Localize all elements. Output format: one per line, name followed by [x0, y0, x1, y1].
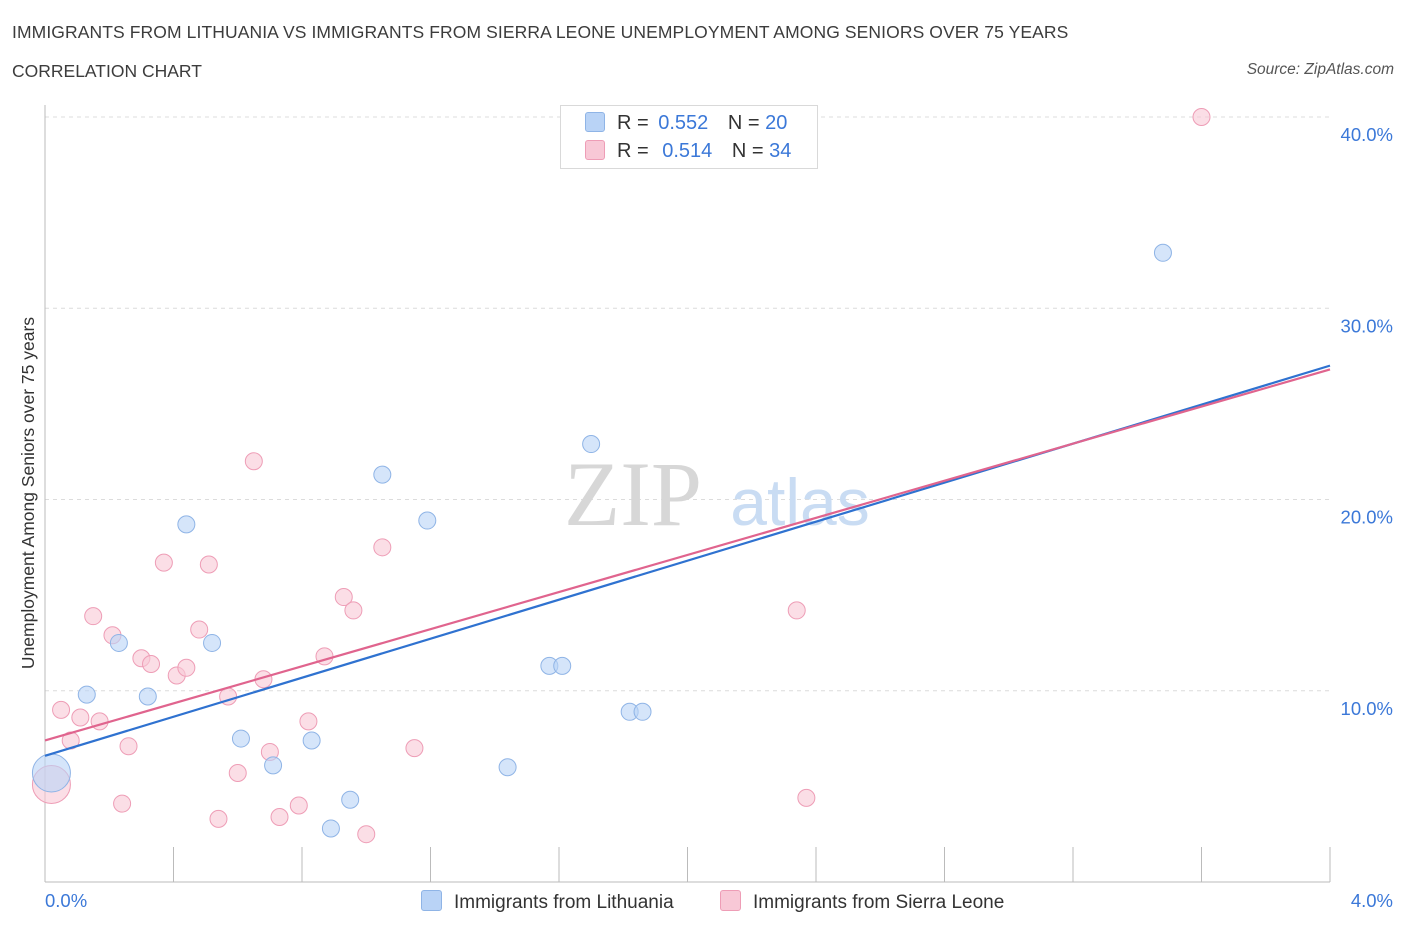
series-legend: Immigrants from Lithuania Immigrants fro…: [0, 890, 1406, 916]
point-lithuania: [77, 685, 96, 704]
point-sierra-leone: [119, 737, 138, 756]
point-sierra-leone: [270, 807, 289, 826]
point-lithuania: [109, 633, 128, 652]
point-sierra-leone: [154, 553, 173, 572]
legend-item-lithuania: Immigrants from Lithuania: [421, 890, 674, 914]
point-sierra-leone: [289, 796, 308, 815]
trend-lines: [44, 364, 1331, 757]
legend-swatch-pink: [585, 140, 605, 160]
point-lithuania: [264, 756, 283, 775]
axes: [44, 105, 1331, 883]
y-tick-label: 30.0%: [1341, 315, 1393, 336]
point-lithuania: [31, 753, 71, 793]
point-sierra-leone: [405, 739, 424, 758]
point-lithuania: [321, 819, 340, 838]
point-sierra-leone: [71, 708, 90, 727]
point-sierra-leone: [142, 654, 161, 673]
point-sierra-leone: [357, 825, 376, 844]
legend-label: Immigrants from Lithuania: [454, 892, 674, 913]
point-sierra-leone: [190, 620, 209, 639]
point-sierra-leone: [113, 794, 132, 813]
point-sierra-leone: [787, 601, 806, 620]
point-lithuania: [302, 731, 321, 750]
point-sierra-leone: [334, 588, 353, 607]
r-value: 0.514: [662, 140, 713, 162]
point-sierra-leone: [299, 712, 318, 731]
x-tick-label: 4.0%: [1351, 890, 1393, 911]
point-lithuania: [498, 758, 517, 777]
r-label: R =: [617, 112, 649, 134]
point-sierra-leone: [209, 809, 228, 828]
gridlines: [45, 116, 1330, 692]
point-sierra-leone: [199, 555, 218, 574]
point-lithuania: [418, 511, 437, 530]
point-lithuania: [341, 790, 360, 809]
watermark-atlas: atlas: [730, 465, 869, 539]
point-lithuania: [633, 702, 652, 721]
point-sierra-leone: [797, 788, 816, 807]
point-sierra-leone: [1192, 108, 1211, 126]
legend-swatch-blue: [421, 890, 442, 911]
n-label: N =: [727, 112, 760, 134]
y-tick-label: 20.0%: [1341, 507, 1393, 528]
point-lithuania: [1153, 243, 1172, 262]
point-sierra-leone: [177, 658, 196, 677]
x-tick-label: 0.0%: [45, 890, 87, 911]
watermark-zip: ZIP: [564, 443, 702, 545]
point-lithuania: [177, 515, 196, 534]
point-sierra-leone: [52, 700, 71, 719]
data-points: [31, 108, 1211, 844]
n-value: 20: [765, 112, 788, 134]
point-lithuania: [231, 729, 250, 748]
y-axis-label: Unemployment Among Seniors over 75 years: [18, 317, 38, 669]
point-sierra-leone: [84, 607, 103, 626]
legend-swatch-blue: [585, 112, 605, 132]
y-tick-label: 40.0%: [1341, 124, 1393, 145]
source-label: Source: ZipAtlas.com: [1246, 61, 1394, 78]
point-sierra-leone: [373, 538, 392, 557]
r-value: 0.552: [658, 112, 709, 134]
tick-labels: 10.0% 20.0% 30.0% 40.0% 0.0% 4.0%: [45, 124, 1393, 911]
legend-label: Immigrants from Sierra Leone: [753, 892, 1005, 913]
point-lithuania: [553, 656, 572, 675]
point-sierra-leone: [344, 601, 363, 620]
stats-row-lithuania: R = 0.552 N = 20: [585, 112, 787, 136]
point-lithuania: [582, 435, 601, 454]
point-lithuania: [138, 687, 157, 706]
stats-row-sierra-leone: R = 0.514 N = 34: [585, 140, 791, 164]
legend-swatch-pink: [720, 890, 741, 911]
point-lithuania: [373, 465, 392, 484]
chart-subtitle: CORRELATION CHART: [12, 61, 202, 81]
point-sierra-leone: [244, 452, 263, 471]
legend-item-sierra-leone: Immigrants from Sierra Leone: [720, 890, 1004, 914]
chart-title: IMMIGRANTS FROM LITHUANIA VS IMMIGRANTS …: [12, 22, 1069, 42]
point-lithuania: [203, 633, 222, 652]
point-sierra-leone: [228, 763, 247, 782]
r-label: R =: [617, 140, 649, 162]
n-label: N =: [731, 140, 764, 162]
trend-line-sierra-leone: [44, 368, 1331, 742]
stats-legend: R = 0.552 N = 20 R = 0.514 N = 34: [560, 105, 818, 169]
y-tick-label: 10.0%: [1341, 698, 1393, 719]
n-value: 34: [769, 140, 792, 162]
